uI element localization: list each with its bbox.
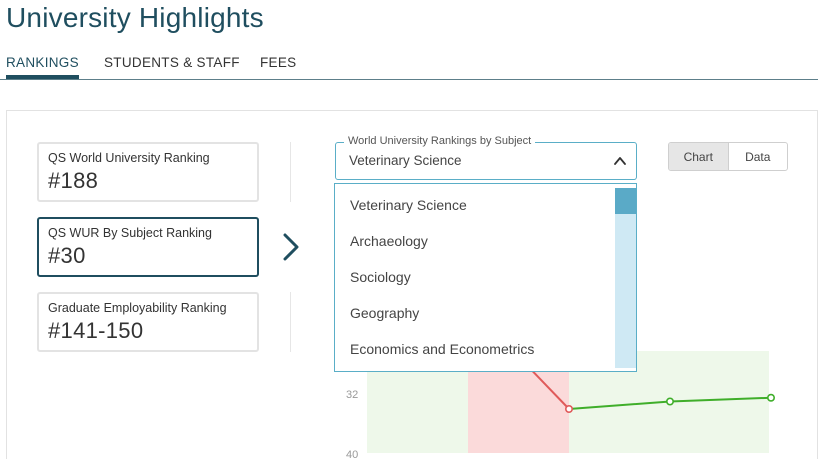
- rank-card-label: QS World University Ranking: [48, 151, 210, 165]
- chevron-up-icon: [614, 157, 626, 165]
- subject-select-value: Veterinary Science: [349, 153, 462, 168]
- dropdown-scroll-thumb[interactable]: [615, 188, 636, 214]
- rank-card-graduate-employability[interactable]: Graduate Employability Ranking #141-150: [37, 292, 259, 352]
- data-point[interactable]: [565, 404, 574, 413]
- rank-card-qs-world[interactable]: QS World University Ranking #188: [37, 142, 259, 202]
- data-view-button[interactable]: Data: [745, 149, 771, 164]
- chevron-right-icon: [283, 233, 299, 261]
- tab-bar: RANKINGS STUDENTS & STAFF FEES: [0, 52, 818, 80]
- view-toggle: Chart Data: [668, 142, 788, 171]
- y-tick-label: 32: [346, 389, 358, 401]
- tab-rankings[interactable]: RANKINGS: [6, 55, 79, 79]
- subject-select[interactable]: World University Rankings by Subject Vet…: [335, 135, 637, 180]
- tab-fees[interactable]: FEES: [260, 55, 297, 70]
- rank-card-value: #30: [48, 243, 86, 268]
- page-title: University Highlights: [6, 2, 264, 33]
- subject-select-legend: World University Rankings by Subject: [344, 135, 536, 147]
- tab-students-staff[interactable]: STUDENTS & STAFF: [104, 55, 240, 70]
- y-tick-label: 40: [346, 449, 358, 459]
- divider: [290, 292, 291, 352]
- dropdown-option[interactable]: Geography: [350, 305, 420, 321]
- chart-view-button[interactable]: Chart: [669, 143, 729, 170]
- rank-card-label: Graduate Employability Ranking: [48, 301, 227, 315]
- divider: [290, 142, 291, 202]
- dropdown-option[interactable]: Economics and Econometrics: [350, 341, 535, 357]
- dropdown-option[interactable]: Archaeology: [350, 233, 428, 249]
- dropdown-scroll-track[interactable]: [615, 188, 636, 368]
- data-point[interactable]: [665, 397, 674, 406]
- rank-card-label: QS WUR By Subject Ranking: [48, 226, 212, 240]
- dropdown-option[interactable]: Veterinary Science: [350, 197, 467, 213]
- dropdown-option[interactable]: Sociology: [350, 269, 411, 285]
- rank-card-qs-subject[interactable]: QS WUR By Subject Ranking #30: [37, 217, 259, 277]
- data-point[interactable]: [766, 393, 775, 402]
- subject-dropdown-list: Veterinary Science Archaeology Sociology…: [334, 183, 637, 372]
- rank-card-value: #141-150: [48, 318, 144, 343]
- rank-card-value: #188: [48, 168, 99, 193]
- rankings-panel: QS World University Ranking #188 QS WUR …: [6, 110, 818, 459]
